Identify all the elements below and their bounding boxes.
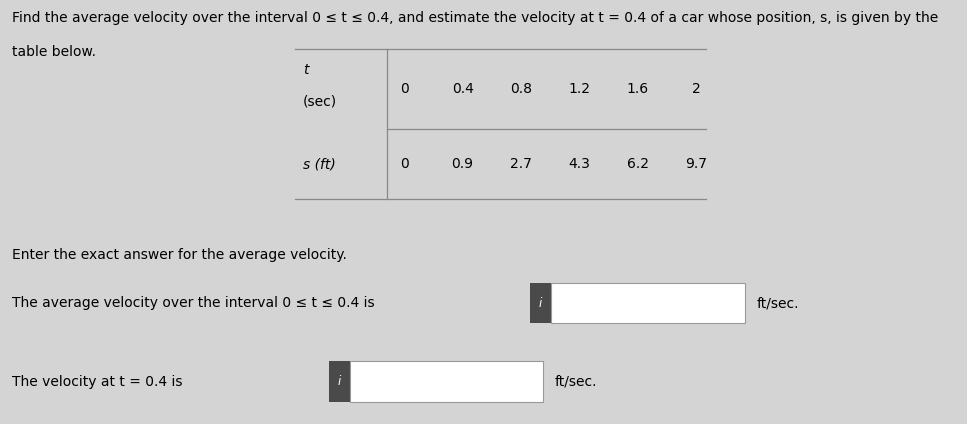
- Text: 0.9: 0.9: [452, 157, 474, 171]
- Text: s (ft): s (ft): [303, 157, 336, 171]
- Text: 4.3: 4.3: [569, 157, 591, 171]
- Text: 2: 2: [691, 82, 701, 96]
- FancyBboxPatch shape: [530, 283, 551, 324]
- Text: ft/sec.: ft/sec.: [555, 374, 598, 389]
- Text: 0.8: 0.8: [510, 82, 532, 96]
- Text: Find the average velocity over the interval 0 ≤ t ≤ 0.4, and estimate the veloci: Find the average velocity over the inter…: [12, 11, 938, 25]
- Text: 6.2: 6.2: [627, 157, 649, 171]
- Text: Enter the exact answer for the average velocity.: Enter the exact answer for the average v…: [12, 248, 346, 262]
- Text: 0: 0: [399, 82, 409, 96]
- Text: 0: 0: [399, 157, 409, 171]
- Text: 0.4: 0.4: [452, 82, 474, 96]
- Text: 9.7: 9.7: [686, 157, 707, 171]
- Text: (sec): (sec): [303, 95, 337, 109]
- Text: t: t: [303, 63, 308, 77]
- Text: 1.2: 1.2: [569, 82, 591, 96]
- Text: i: i: [337, 375, 341, 388]
- Text: i: i: [539, 297, 542, 310]
- FancyBboxPatch shape: [350, 361, 543, 402]
- FancyBboxPatch shape: [329, 361, 350, 402]
- FancyBboxPatch shape: [551, 283, 745, 324]
- Text: The velocity at t = 0.4 is: The velocity at t = 0.4 is: [12, 374, 182, 389]
- Text: table below.: table below.: [12, 45, 96, 59]
- Text: The average velocity over the interval 0 ≤ t ≤ 0.4 is: The average velocity over the interval 0…: [12, 296, 374, 310]
- Text: ft/sec.: ft/sec.: [756, 296, 799, 310]
- Text: 2.7: 2.7: [510, 157, 532, 171]
- Text: 1.6: 1.6: [627, 82, 649, 96]
